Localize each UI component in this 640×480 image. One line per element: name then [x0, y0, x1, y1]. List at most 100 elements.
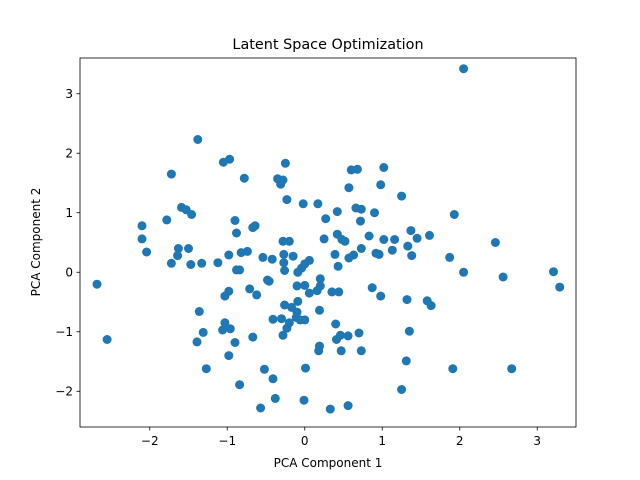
data-point: [321, 214, 331, 224]
data-point: [301, 363, 310, 373]
y-tick-label: −2: [55, 385, 73, 399]
y-tick-label: 2: [65, 147, 73, 161]
data-point: [173, 244, 183, 253]
data-point: [279, 249, 289, 259]
data-point: [279, 258, 289, 268]
data-point: [349, 250, 359, 260]
data-point: [230, 216, 240, 225]
data-point: [354, 328, 364, 338]
data-point: [218, 157, 228, 167]
data-point: [364, 231, 374, 241]
data-point: [315, 274, 325, 284]
data-point: [300, 280, 310, 290]
y-tick-label: −1: [55, 325, 73, 339]
x-tick-label: −1: [218, 434, 236, 448]
data-point: [356, 204, 366, 214]
data-point: [507, 364, 517, 374]
data-point: [397, 191, 407, 201]
data-point: [304, 288, 314, 298]
data-point: [298, 199, 308, 209]
data-point: [193, 135, 203, 144]
data-point: [331, 319, 341, 329]
data-point: [278, 236, 288, 246]
data-point: [242, 246, 252, 256]
data-point: [292, 281, 302, 291]
data-point: [201, 364, 211, 374]
data-point: [278, 330, 288, 340]
x-tick-label: 2: [456, 434, 464, 448]
data-point: [315, 305, 324, 315]
data-point: [448, 364, 458, 374]
data-point: [356, 216, 365, 226]
data-point: [407, 251, 417, 261]
data-point: [230, 338, 240, 347]
data-point: [293, 296, 303, 306]
data-point: [92, 279, 102, 289]
y-tick-label: 0: [65, 266, 73, 280]
data-point: [276, 179, 286, 189]
x-axis-label: PCA Component 1: [274, 456, 383, 470]
data-point: [352, 164, 362, 174]
data-point: [555, 282, 565, 292]
data-point: [376, 291, 386, 301]
data-point: [280, 266, 290, 275]
data-point: [314, 346, 324, 356]
data-point: [340, 236, 350, 246]
data-point: [312, 286, 322, 296]
data-point: [445, 252, 455, 262]
points-layer: [92, 64, 565, 414]
data-point: [379, 163, 389, 172]
data-point: [325, 404, 335, 414]
data-point: [248, 332, 258, 342]
data-point: [376, 180, 386, 190]
data-point: [330, 249, 340, 259]
data-point: [192, 337, 202, 347]
data-point: [284, 236, 294, 246]
data-point: [426, 301, 436, 311]
data-point: [268, 314, 278, 324]
data-point: [332, 335, 341, 344]
data-point: [402, 295, 412, 305]
data-point: [268, 374, 278, 384]
data-point: [406, 226, 416, 236]
data-point: [252, 290, 262, 300]
data-point: [259, 364, 269, 374]
y-axis-label: PCA Component 2: [29, 188, 43, 297]
data-point: [404, 326, 414, 336]
data-point: [459, 267, 469, 277]
data-point: [280, 158, 290, 168]
data-point: [235, 265, 245, 275]
data-point: [162, 215, 172, 225]
data-point: [235, 380, 245, 390]
data-point: [224, 351, 234, 361]
data-point: [220, 291, 230, 301]
chart-title: Latent Space Optimization: [232, 37, 423, 53]
data-point: [218, 325, 228, 335]
data-point: [270, 393, 280, 403]
data-point: [225, 324, 235, 334]
x-tick-label: −2: [141, 434, 159, 448]
data-point: [333, 261, 343, 271]
x-axis: −2 −1 0 1 2 3: [141, 427, 541, 448]
data-point: [166, 169, 176, 179]
x-tick-label: 0: [301, 434, 309, 448]
data-point: [137, 234, 147, 244]
data-point: [356, 346, 366, 356]
y-tick-label: 3: [65, 87, 73, 101]
data-point: [186, 260, 196, 269]
data-point: [166, 258, 176, 268]
data-point: [498, 272, 508, 282]
data-point: [299, 395, 309, 405]
data-point: [280, 300, 290, 310]
data-point: [490, 238, 500, 247]
data-point: [374, 249, 384, 259]
data-point: [300, 315, 310, 325]
data-point: [102, 335, 112, 344]
data-point: [194, 307, 204, 316]
data-point: [213, 258, 223, 268]
data-point: [248, 223, 258, 233]
data-point: [258, 252, 268, 262]
data-point: [239, 173, 249, 183]
data-point: [187, 210, 197, 219]
